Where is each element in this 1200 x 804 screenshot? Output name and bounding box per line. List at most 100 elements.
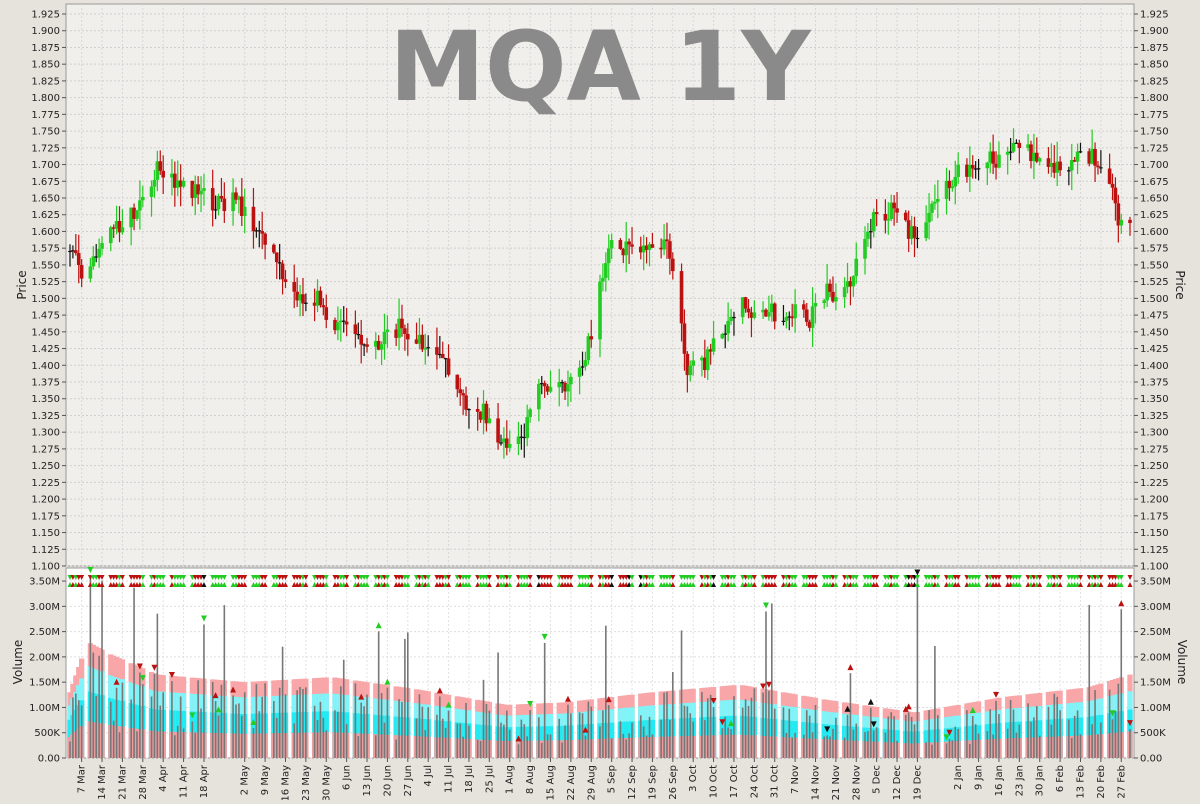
volume-bar xyxy=(628,733,630,758)
signal-marker-down xyxy=(1118,575,1124,580)
date-tick-label: 9 May xyxy=(260,765,271,795)
signal-marker-up xyxy=(119,582,125,587)
price-tick-label: 1.825 xyxy=(31,76,60,87)
price-bar-body xyxy=(496,418,500,443)
date-tick-label: 5 Dec xyxy=(872,765,883,794)
price-bar-body xyxy=(440,353,445,359)
price-bar-body xyxy=(108,227,113,244)
price-bar-body xyxy=(100,243,104,249)
volume-bar xyxy=(773,708,776,758)
volume-bar xyxy=(479,741,482,758)
date-tick-label: 20 Jun xyxy=(382,765,393,797)
volume-arrow-up xyxy=(847,664,854,671)
price-bar-body xyxy=(484,403,489,424)
volume-bar xyxy=(823,736,826,758)
volume-bar xyxy=(642,726,645,758)
date-tick-label: 19 Dec xyxy=(912,765,923,800)
volume-bar xyxy=(872,730,875,758)
price-bar-body xyxy=(301,294,305,304)
volume-bar xyxy=(1056,696,1058,758)
volume-bar xyxy=(584,735,587,758)
volume-bar xyxy=(727,727,729,758)
volume-arrow-down xyxy=(946,729,953,736)
volume-bar xyxy=(581,713,584,758)
volume-bar xyxy=(377,631,380,758)
volume-bar xyxy=(415,718,418,758)
price-bar-body xyxy=(752,312,757,318)
signal-marker-up xyxy=(1057,582,1063,587)
volume-arrow-down xyxy=(139,675,146,682)
volume-bar xyxy=(153,673,156,758)
volume-bar xyxy=(395,739,397,758)
price-bar-body xyxy=(909,226,914,239)
volume-arrow-up xyxy=(212,692,219,699)
price-bar-body xyxy=(478,411,483,420)
price-bar-body xyxy=(464,395,468,410)
volume-bar xyxy=(176,725,179,758)
volume-bar xyxy=(1108,689,1111,758)
volume-bar xyxy=(80,705,83,758)
price-axis-title-left: Price xyxy=(15,270,29,299)
price-tick-label: 1.725 xyxy=(31,143,60,154)
volume-arrow-up xyxy=(605,696,612,703)
price-bar-body xyxy=(1032,152,1036,162)
volume-tick-label: 1.50M xyxy=(29,678,60,689)
price-bar-body xyxy=(481,403,486,420)
signal-marker-up xyxy=(1127,582,1133,587)
volume-arrow-up xyxy=(215,706,222,713)
date-tick-label: 4 Jul xyxy=(423,765,434,787)
price-bar-body xyxy=(502,438,506,443)
date-tick-label: 23 May xyxy=(301,765,312,800)
price-bar-body xyxy=(1014,142,1019,144)
volume-bar xyxy=(214,701,217,758)
chart-title: MQA 1Y xyxy=(389,11,812,123)
price-tick-label: 1.225 xyxy=(1140,478,1169,489)
price-bar-body xyxy=(68,250,72,253)
price-bar-body xyxy=(886,219,891,221)
volume-bar xyxy=(1117,683,1120,758)
price-bar-body xyxy=(234,192,238,200)
signal-marker-down xyxy=(79,575,85,580)
price-bar-body xyxy=(539,383,544,385)
price-bar-body xyxy=(577,367,582,377)
volume-bar xyxy=(136,731,138,758)
price-bar-body xyxy=(1055,161,1059,173)
date-tick-label: 5 Sep xyxy=(607,765,618,793)
price-bar-body xyxy=(601,277,605,282)
volume-tick-label: 500K xyxy=(34,728,60,739)
volume-bar xyxy=(835,717,837,758)
volume-bar xyxy=(814,705,817,758)
price-tick-label: 1.575 xyxy=(31,244,60,255)
price-bar-body xyxy=(997,154,1001,168)
price-bar-body xyxy=(280,263,285,280)
price-tick-label: 1.700 xyxy=(1140,160,1169,171)
date-tick-label: 31 Oct xyxy=(770,765,781,798)
price-bar-body xyxy=(604,263,608,278)
volume-bar xyxy=(211,682,214,758)
volume-bar xyxy=(232,695,234,758)
volume-arrow-down xyxy=(824,726,831,733)
signal-marker-down xyxy=(1016,575,1022,580)
signal-marker-up xyxy=(996,582,1002,587)
volume-arrow-up xyxy=(250,719,257,726)
volume-bar xyxy=(651,734,654,758)
price-tick-label: 1.425 xyxy=(31,344,60,355)
volume-bar xyxy=(322,717,325,758)
volume-bar xyxy=(200,708,202,758)
price-bar-body xyxy=(787,316,792,318)
volume-bar xyxy=(482,679,485,758)
price-bar-body xyxy=(679,271,684,324)
price-bar-body xyxy=(435,347,439,355)
price-bar-body xyxy=(254,230,259,232)
volume-bar xyxy=(567,704,569,758)
date-tick-label: 27 Jun xyxy=(403,765,414,797)
price-bar-body xyxy=(1110,183,1115,188)
price-tick-label: 1.925 xyxy=(31,10,60,21)
price-bar-body xyxy=(685,353,690,376)
price-bar-body xyxy=(170,173,174,178)
date-tick-label: 28 Nov xyxy=(851,765,862,800)
price-tick-label: 1.750 xyxy=(1140,127,1169,138)
volume-bar xyxy=(241,715,243,758)
price-bar-body xyxy=(138,200,142,211)
price-bar-body xyxy=(210,188,215,211)
